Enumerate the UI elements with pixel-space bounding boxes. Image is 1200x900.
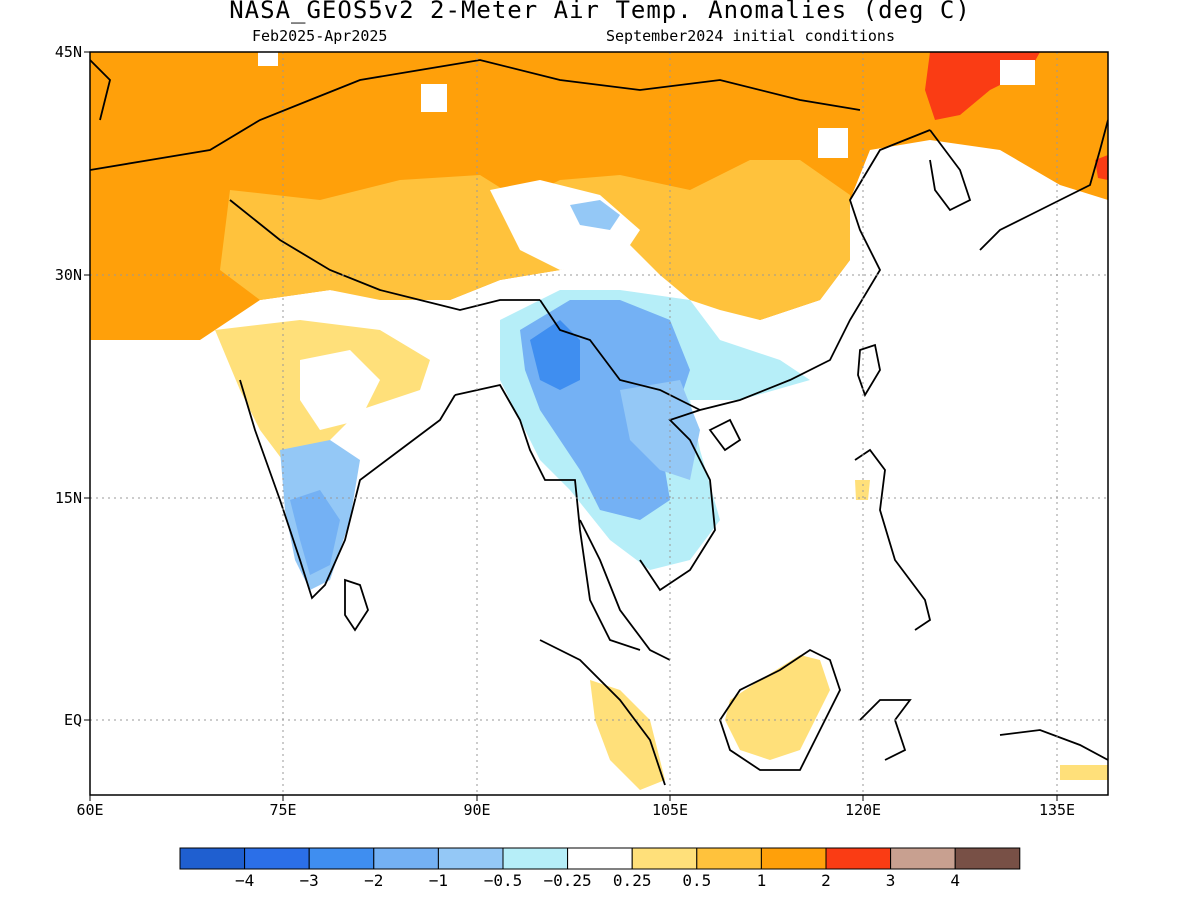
lon-tick-label: 90E	[463, 801, 491, 819]
coastline-indochina	[639, 129, 931, 592]
coastline-malay-peninsula	[579, 519, 671, 661]
coastline-india	[239, 379, 456, 600]
coastlines	[90, 59, 1108, 786]
lat-tick-label: EQ	[63, 711, 82, 729]
border-china-southeast	[539, 299, 701, 411]
colorbar-label: −3	[299, 871, 319, 890]
coastline-taiwan	[857, 343, 881, 398]
hot-region-japan	[1095, 155, 1108, 180]
cool-core-south-india	[290, 490, 340, 575]
colorbar-label: −0.5	[483, 871, 523, 890]
coastline-sulawesi	[859, 699, 912, 761]
lat-tick-label: 30N	[54, 266, 82, 284]
colorbar-label: 0.5	[682, 871, 712, 890]
cool-patch-tibet	[570, 200, 620, 230]
colorbar-label: −4	[234, 871, 255, 890]
map-frame	[89, 51, 1109, 796]
missing-data-cell	[818, 128, 848, 158]
cool-core-myanmar	[530, 320, 580, 390]
forecast-period: Feb2025-Apr2025	[252, 27, 388, 45]
warm-region-sumatra	[590, 680, 665, 790]
colorbar-label: −1	[428, 871, 449, 890]
coastline-sri-lanka	[344, 578, 369, 632]
initial-conditions: September2024 initial conditions	[606, 27, 895, 45]
tick-marks	[84, 51, 1058, 801]
lon-tick-label: 135E	[1038, 801, 1076, 819]
warm-patch-new-guinea	[1060, 765, 1108, 780]
coastline-borneo	[719, 648, 841, 771]
lon-tick-label: 75E	[269, 801, 297, 819]
coastline-philippines	[854, 448, 932, 631]
anomaly-fill	[90, 52, 1108, 790]
lat-tick-label: 45N	[54, 43, 82, 61]
map-title: NASA_GEOS5v2 2-Meter Air Temp. Anomalies…	[229, 0, 971, 24]
gridlines	[90, 52, 1108, 795]
coastline-new-guinea	[999, 729, 1108, 761]
missing-data-cell	[421, 84, 447, 112]
coastline-japan	[979, 119, 1108, 251]
colorbar-label: 3	[885, 871, 896, 890]
coastline-hainan	[708, 418, 742, 452]
lon-tick-label: 120E	[844, 801, 882, 819]
coastline-persian-gulf	[90, 59, 111, 121]
colorbar-label: 1	[756, 871, 767, 890]
colorbar-label: 0.25	[612, 871, 652, 890]
missing-data-cell	[1000, 60, 1035, 85]
coastline-bay-bengal-east	[454, 383, 641, 651]
warm-region-borneo	[725, 655, 830, 760]
border-himalaya	[229, 199, 540, 311]
colorbar-label: 4	[950, 871, 960, 890]
lon-tick-label: 60E	[76, 801, 104, 819]
coastline-korea	[929, 129, 972, 212]
missing-data-cell	[258, 52, 278, 66]
colorbar-label: −2	[364, 871, 384, 890]
lat-tick-label: 15N	[54, 489, 82, 507]
border-central-asia	[90, 59, 861, 171]
lon-tick-label: 105E	[651, 801, 689, 819]
colorbar-label: −0.25	[543, 871, 592, 890]
cool-region-vietnam	[620, 380, 700, 480]
colorbar-label: 2	[821, 871, 831, 890]
white-region-india	[300, 350, 380, 430]
coastline-sumatra	[539, 639, 666, 786]
